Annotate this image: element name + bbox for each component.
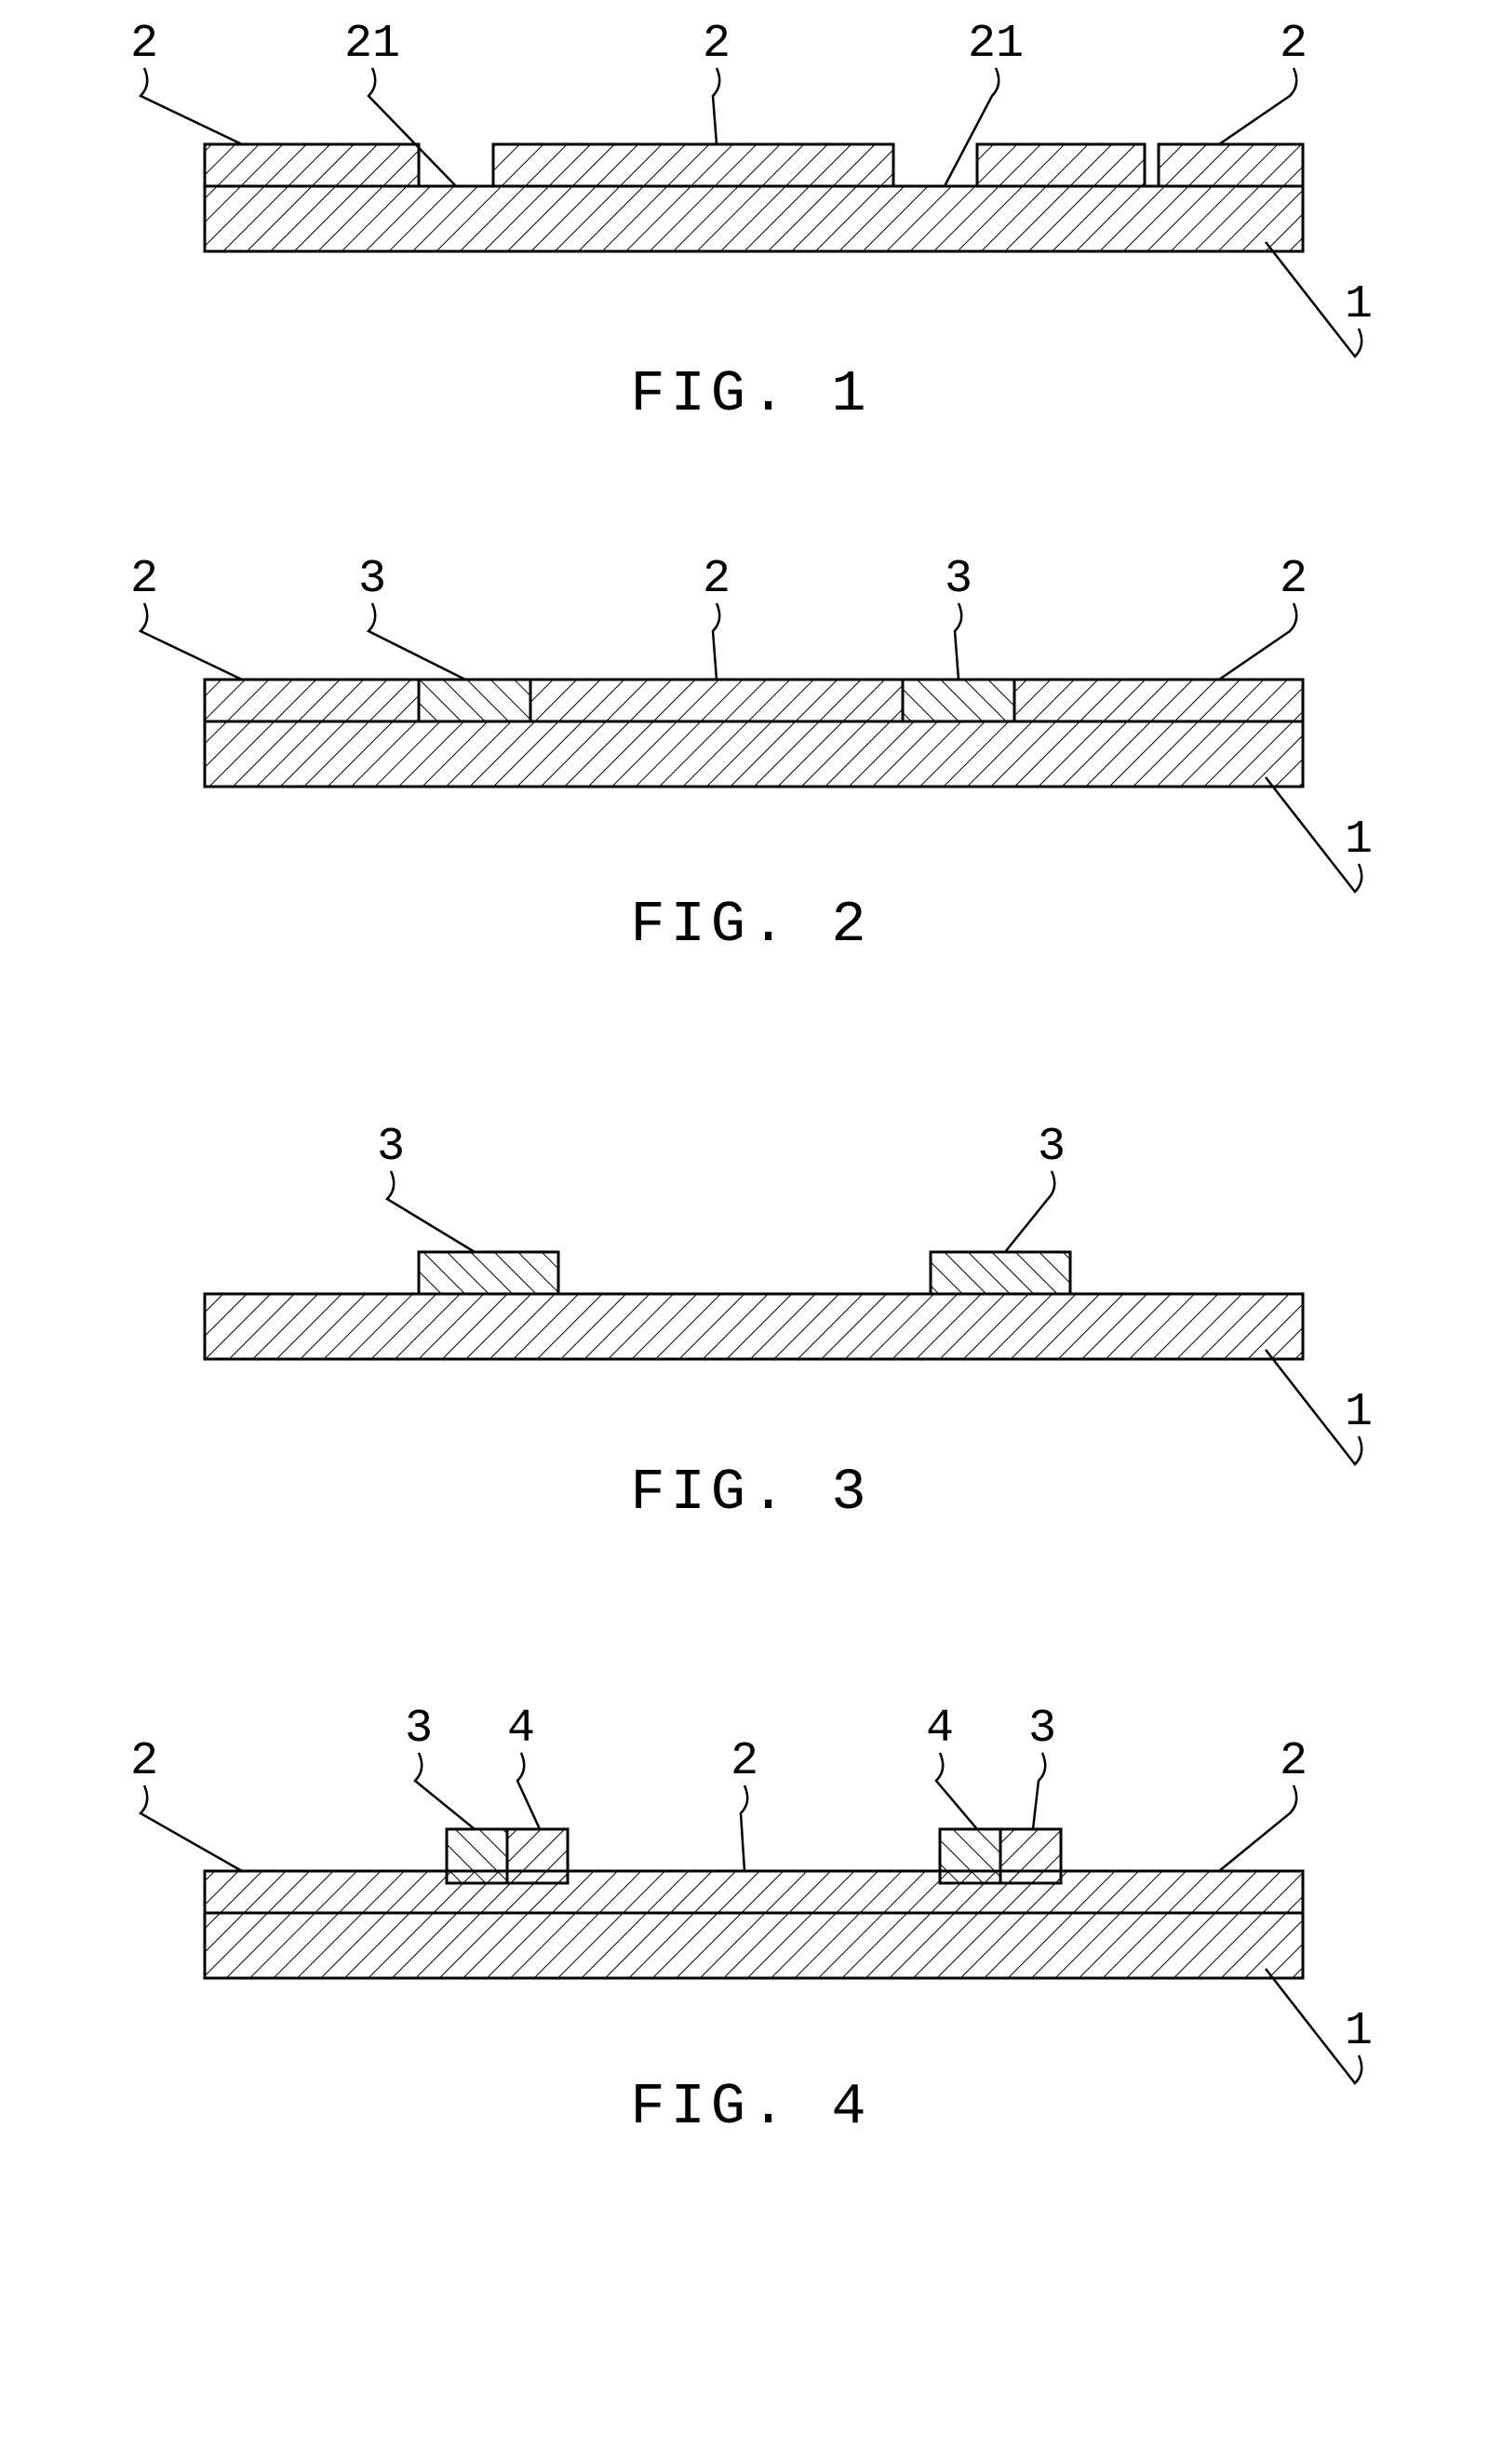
svg-text:3: 3 bbox=[358, 553, 386, 606]
svg-text:1: 1 bbox=[1345, 278, 1373, 331]
diagram-canvas: 22122121FIG. 1232321FIG. 2331FIG. 323424… bbox=[0, 0, 1502, 2464]
figure-label: FIG. 2 bbox=[630, 892, 871, 958]
figure-label: FIG. 4 bbox=[630, 2074, 871, 2140]
svg-text:3: 3 bbox=[1028, 1703, 1056, 1756]
svg-text:4: 4 bbox=[926, 1703, 954, 1756]
svg-text:3: 3 bbox=[405, 1703, 433, 1756]
svg-text:1: 1 bbox=[1345, 814, 1373, 867]
svg-text:2: 2 bbox=[130, 18, 158, 71]
figure-label: FIG. 1 bbox=[630, 361, 871, 427]
svg-text:2: 2 bbox=[1280, 18, 1308, 71]
svg-text:2: 2 bbox=[1280, 1735, 1308, 1788]
svg-text:21: 21 bbox=[344, 18, 400, 71]
svg-text:3: 3 bbox=[377, 1121, 405, 1174]
svg-text:21: 21 bbox=[968, 18, 1024, 71]
svg-text:3: 3 bbox=[1038, 1121, 1066, 1174]
svg-text:2: 2 bbox=[1280, 553, 1308, 606]
svg-text:1: 1 bbox=[1345, 2005, 1373, 2058]
svg-text:2: 2 bbox=[731, 1735, 758, 1788]
svg-text:2: 2 bbox=[130, 1735, 158, 1788]
figure-label: FIG. 3 bbox=[630, 1460, 871, 1526]
svg-text:2: 2 bbox=[703, 18, 731, 71]
svg-text:2: 2 bbox=[130, 553, 158, 606]
fig3: 3 3 1 FIG. 3 bbox=[205, 1121, 1373, 1526]
svg-text:4: 4 bbox=[507, 1703, 535, 1756]
fig2: 2 3 2 3 2 1 FIG. 2 bbox=[130, 553, 1373, 958]
fig1: 22122121FIG. 1 bbox=[130, 18, 1373, 427]
svg-text:2: 2 bbox=[703, 553, 731, 606]
fig4: 2 3 4 2 4 3 2 1 FIG. 4 bbox=[130, 1703, 1373, 2140]
svg-text:3: 3 bbox=[945, 553, 972, 606]
svg-text:1: 1 bbox=[1345, 1386, 1373, 1439]
